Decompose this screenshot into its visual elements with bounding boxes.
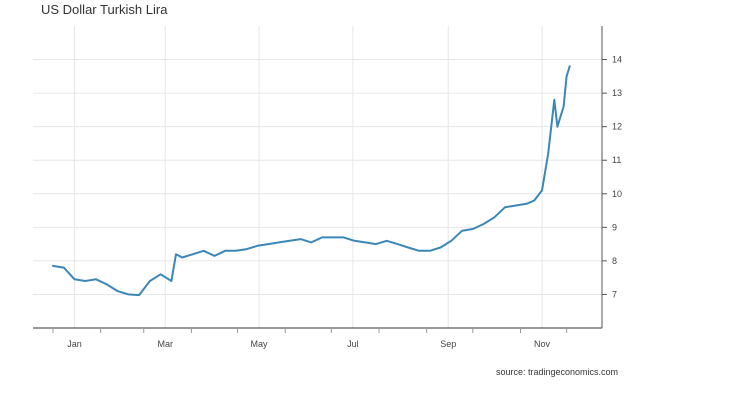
x-tick-label: Jan: [67, 339, 82, 349]
y-tick-label: 14: [612, 55, 622, 65]
y-tick-label: 8: [612, 256, 617, 266]
usdtry-series-line: [52, 65, 571, 297]
x-axis-ticks: Jan Mar May Jul Sep Nov: [52, 328, 568, 349]
y-tick-label: 12: [612, 122, 622, 132]
source-note: source: tradingeconomics.com: [496, 367, 619, 377]
x-tick-label: May: [251, 339, 269, 349]
y-tick-label: 11: [612, 155, 621, 165]
x-tick-label: Nov: [534, 339, 551, 349]
x-tick-label: Sep: [440, 339, 456, 349]
y-tick-label: 7: [612, 289, 617, 299]
y-tick-label: 10: [612, 189, 622, 199]
chart-title: US Dollar Turkish Lira: [41, 2, 168, 17]
x-tick-label: Jul: [347, 339, 359, 349]
y-tick-label: 9: [612, 222, 617, 232]
x-tick-label: Mar: [158, 339, 174, 349]
y-axis-ticks: 7 8 9 10 11 12 13 14: [602, 55, 622, 299]
y-tick-label: 13: [612, 88, 622, 98]
grid-lines: [33, 26, 602, 328]
